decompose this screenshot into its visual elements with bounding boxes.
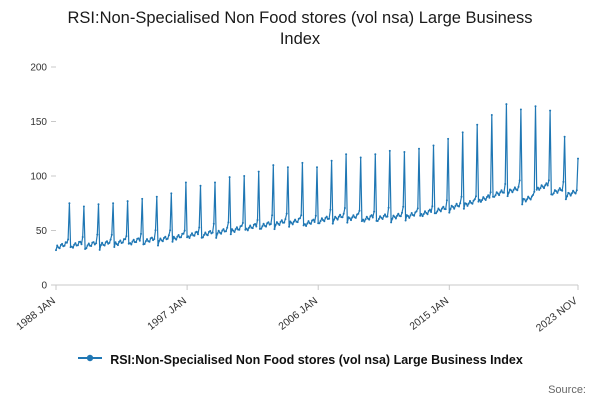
svg-text:150: 150 xyxy=(30,117,47,128)
svg-text:2023 NOV: 2023 NOV xyxy=(534,295,580,335)
source-label: Source: xyxy=(548,384,586,396)
legend-item[interactable] xyxy=(77,351,103,369)
legend-label[interactable]: RSI:Non-Specialised Non Food stores (vol… xyxy=(110,352,523,367)
svg-text:2006 JAN: 2006 JAN xyxy=(276,295,320,333)
legend: RSI:Non-Specialised Non Food stores (vol… xyxy=(10,351,590,369)
svg-text:2015 JAN: 2015 JAN xyxy=(407,295,451,333)
chart-title: RSI:Non-Specialised Non Food stores (vol… xyxy=(67,9,533,49)
time-series-chart: 0 50 100 150 200 1988 JAN 1997 JAN 2006 JAN 2015… xyxy=(14,62,580,335)
svg-text:1988 JAN: 1988 JAN xyxy=(14,295,58,333)
svg-text:50: 50 xyxy=(36,226,48,237)
svg-text:1997 JAN: 1997 JAN xyxy=(145,295,189,333)
legend-line-marker xyxy=(78,354,103,362)
svg-text:100: 100 xyxy=(30,171,47,182)
svg-text:0: 0 xyxy=(41,280,47,291)
svg-text:200: 200 xyxy=(30,62,47,73)
chart-area: 0 50 100 150 200 1988 JAN 1997 JAN 2006 JAN 2015… xyxy=(10,57,590,347)
